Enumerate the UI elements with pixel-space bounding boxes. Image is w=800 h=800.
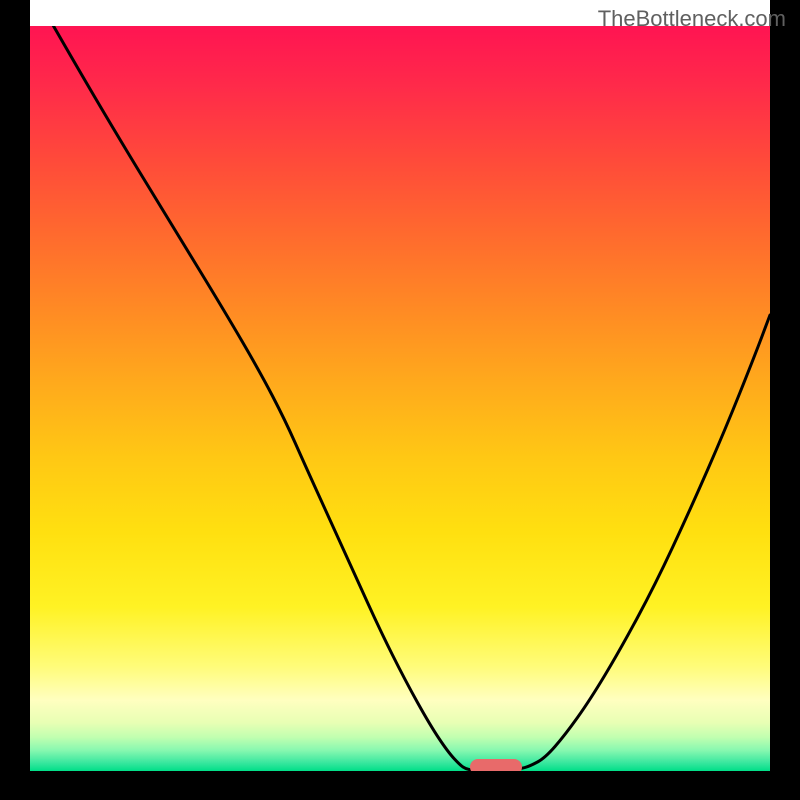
frame-right xyxy=(770,0,800,800)
frame-bottom xyxy=(0,771,800,800)
watermark-text: TheBottleneck.com xyxy=(598,6,786,32)
chart-root: TheBottleneck.com xyxy=(0,0,800,800)
bottleneck-curve xyxy=(0,0,800,800)
frame-left xyxy=(0,0,30,800)
